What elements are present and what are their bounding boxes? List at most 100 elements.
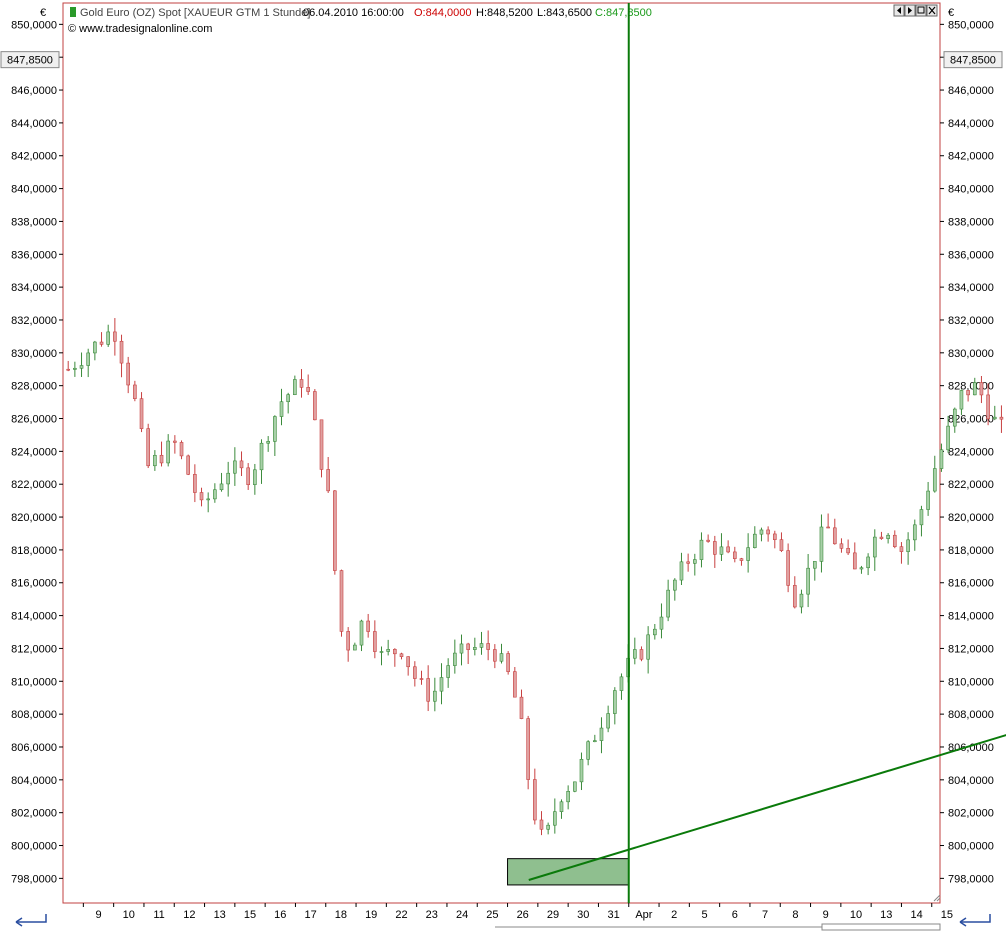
y-tick-label-right: 832,0000	[948, 315, 994, 327]
candle-body	[493, 649, 497, 662]
candle-body	[619, 676, 624, 691]
maximize-button[interactable]	[915, 4, 927, 17]
candle-body	[593, 740, 597, 743]
candle-body	[613, 690, 617, 714]
candle-body	[979, 382, 984, 396]
candle-body	[899, 546, 904, 552]
bar-close: C:847,8500	[595, 7, 652, 19]
y-tick-label-left: 798,0000	[11, 873, 57, 885]
y-tick-label-left: 810,0000	[11, 676, 57, 688]
candle-body	[772, 533, 777, 540]
candle-body	[99, 341, 104, 345]
candle-body	[872, 536, 877, 558]
zoom-arrow-left-head	[15, 917, 23, 927]
candle-body	[419, 678, 424, 680]
candle-body	[159, 454, 164, 464]
candle-body	[866, 556, 870, 569]
candle-body	[739, 558, 744, 561]
candle-body	[639, 649, 644, 660]
x-tick-label: 23	[426, 909, 438, 921]
x-tick-label: 8	[792, 909, 798, 921]
last-price-label-left: 847,8500	[7, 55, 53, 67]
candle-body	[539, 819, 544, 830]
zoom-arrow-left-icon[interactable]	[16, 914, 47, 923]
candle-body	[826, 526, 830, 529]
candle-body	[546, 824, 550, 830]
y-tick-label-left: 820,0000	[11, 512, 57, 524]
y-tick-label-left: 842,0000	[11, 151, 57, 163]
y-tick-label-left: 826,0000	[11, 414, 57, 426]
candle-body	[193, 474, 197, 493]
y-tick-label-right: 816,0000	[948, 578, 994, 590]
x-tick-label: 9	[823, 909, 829, 921]
candle-body	[439, 677, 444, 692]
support-zone-rectangle[interactable]	[507, 858, 630, 886]
candle-body	[133, 384, 137, 400]
x-tick-label: 10	[850, 909, 862, 921]
candle-body	[846, 548, 850, 554]
y-tick-label-left: 818,0000	[11, 545, 57, 557]
x-tick-label: 10	[123, 909, 135, 921]
candle-body	[646, 634, 650, 660]
y-tick-label-right: 812,0000	[948, 643, 994, 655]
candle-body	[386, 649, 390, 652]
candle-body	[259, 442, 264, 471]
candle-body	[433, 690, 437, 702]
y-tick-label-right: 826,0000	[948, 414, 994, 426]
y-tick-label-right: 800,0000	[948, 841, 994, 853]
x-tick-label: 9	[95, 909, 101, 921]
x-tick-label: 22	[395, 909, 407, 921]
x-tick-label: 13	[880, 909, 892, 921]
watermark: © www.tradesignalonline.com	[68, 23, 212, 35]
bar-open: O:844,0000	[414, 7, 472, 19]
y-tick-label-left: 824,0000	[11, 446, 57, 458]
drawing-objects[interactable]	[507, 3, 1006, 903]
candle-body	[673, 579, 677, 591]
y-tick-label-right: 818,0000	[948, 545, 994, 557]
zoom-arrow-right-icon[interactable]	[960, 914, 991, 923]
close-icon	[928, 6, 936, 15]
candle-body	[166, 440, 170, 464]
y-tick-label-right: 850,0000	[948, 19, 994, 31]
candle-body	[93, 341, 97, 354]
resize-grip-icon[interactable]	[933, 894, 941, 902]
candle-body	[839, 543, 844, 549]
candle-body	[266, 441, 270, 444]
candle-body	[179, 442, 184, 457]
candle-body	[199, 492, 204, 501]
y-tick-label-left: 808,0000	[11, 709, 57, 721]
plot-area[interactable]	[62, 2, 941, 904]
candle-body	[333, 490, 337, 571]
y-tick-label-right: 806,0000	[948, 742, 994, 754]
candle-body	[473, 647, 477, 650]
candle-body	[579, 758, 584, 783]
candle-body	[932, 468, 937, 492]
candle-body	[892, 534, 897, 547]
candle-body	[506, 653, 510, 672]
x-tick-label: 14	[910, 909, 922, 921]
candle-body	[219, 483, 224, 491]
scrollbar-thumb[interactable]	[821, 923, 941, 931]
candle-body	[253, 469, 257, 485]
candle-body	[799, 593, 804, 608]
candle-body	[679, 561, 684, 581]
last-price-box-left	[0, 51, 60, 69]
y-tick-label-right: 810,0000	[948, 676, 994, 688]
y-axis: 798,0000 798,0000 800,0000 800,0000 802,0000…	[11, 19, 994, 885]
x-tick-label: 5	[701, 909, 707, 921]
x-tick-label: 31	[607, 909, 619, 921]
candle-body	[912, 524, 917, 541]
candle-body	[286, 394, 290, 403]
candle-body	[952, 408, 957, 427]
x-tick-label: 26	[517, 909, 529, 921]
candle-body	[832, 527, 837, 545]
candle-body	[233, 460, 237, 474]
candle-body	[573, 781, 577, 792]
series-title: Gold Euro (OZ) Spot [XAUEUR GTM 1 Stunde…	[80, 7, 310, 19]
support-trendline[interactable]	[528, 336, 1006, 881]
candle-body	[992, 416, 997, 420]
candle-body	[86, 352, 90, 366]
candle-body	[339, 570, 344, 632]
candle-body	[273, 416, 277, 442]
